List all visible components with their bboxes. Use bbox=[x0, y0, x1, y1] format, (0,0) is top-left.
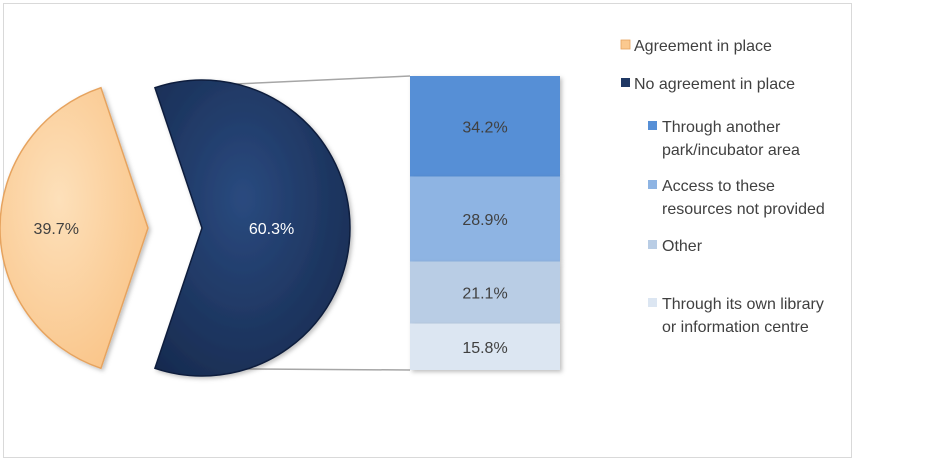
bar-segment-access-to-these-resources-not-provided bbox=[410, 176, 560, 262]
legend-item-through-another-park-incubator-area: Through another park/incubator area bbox=[648, 119, 800, 159]
legend-label: Other bbox=[662, 238, 703, 255]
bar-segment-through-its-own-library-or-information-centre bbox=[410, 323, 560, 370]
legend-label: Access to these bbox=[662, 178, 775, 195]
legend-label: or information centre bbox=[662, 319, 809, 336]
legend-label: resources not provided bbox=[662, 201, 825, 218]
bar-label-access-to-these-resources-not-provided: 28.9% bbox=[462, 212, 507, 229]
legend-marker bbox=[620, 39, 631, 50]
legend-label: Through another bbox=[662, 119, 781, 136]
legend-label: park/incubator area bbox=[662, 142, 800, 159]
legend-item-agreement-in-place: Agreement in place bbox=[620, 38, 772, 55]
bar-segment-other bbox=[410, 261, 560, 324]
legend-marker bbox=[648, 240, 657, 249]
legend-marker bbox=[648, 121, 657, 130]
pie-slice-no-agreement-in-place bbox=[153, 79, 351, 377]
legend-item-access-to-these-resources-not-provided: Access to these resources not provided bbox=[648, 178, 825, 218]
legend-marker bbox=[648, 298, 657, 307]
legend-item-no-agreement-in-place: No agreement in place bbox=[621, 76, 795, 93]
legend-label: No agreement in place bbox=[634, 76, 795, 93]
legend: Agreement in place No agreement in place T… bbox=[620, 38, 825, 336]
pie: 39.7% 60.3% bbox=[0, 79, 351, 377]
legend-marker bbox=[621, 78, 630, 87]
legend-marker bbox=[648, 180, 657, 189]
legend-label: Through its own library bbox=[662, 296, 824, 313]
legend-item-through-its-own-library-or-information-centre: Through its own library or information ce… bbox=[648, 296, 824, 336]
stacked-bar: 34.2% 28.9% 21.1% 15.8% bbox=[410, 76, 560, 370]
pie-label-no-agreement-in-place: 60.3% bbox=[249, 221, 294, 238]
bar-label-other: 21.1% bbox=[462, 286, 507, 303]
pie-slice-agreement-in-place bbox=[0, 86, 149, 370]
pie-label-agreement-in-place: 39.7% bbox=[34, 221, 79, 238]
bar-label-through-its-own-library-or-information-centre: 15.8% bbox=[462, 340, 507, 357]
legend-label: Agreement in place bbox=[634, 38, 772, 55]
bar-label-through-another-park-incubator-area: 34.2% bbox=[462, 119, 507, 136]
legend-item-other: Other bbox=[648, 238, 703, 255]
bar-segment-through-another-park-incubator-area bbox=[410, 76, 560, 177]
